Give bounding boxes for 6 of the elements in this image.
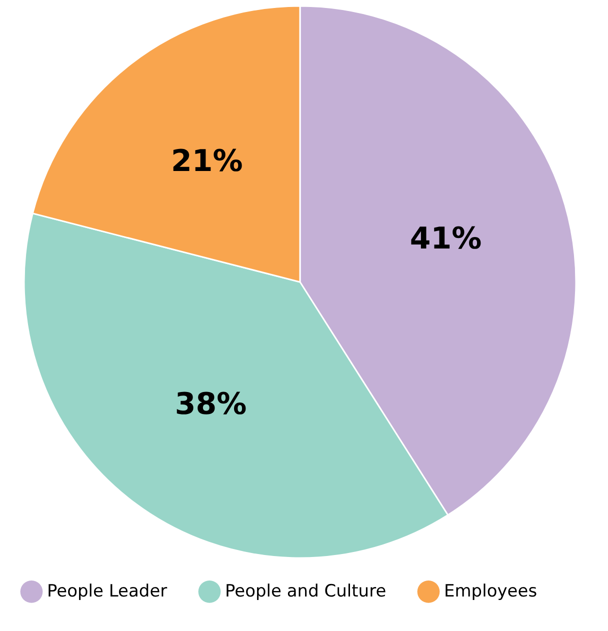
data-label: 38% [174,386,247,422]
data-label: 21% [171,144,243,180]
legend-label: People Leader [47,582,168,602]
data-label: 41% [410,222,482,257]
legend-label: Employees [444,582,538,602]
legend-label: People and Culture [225,582,386,602]
